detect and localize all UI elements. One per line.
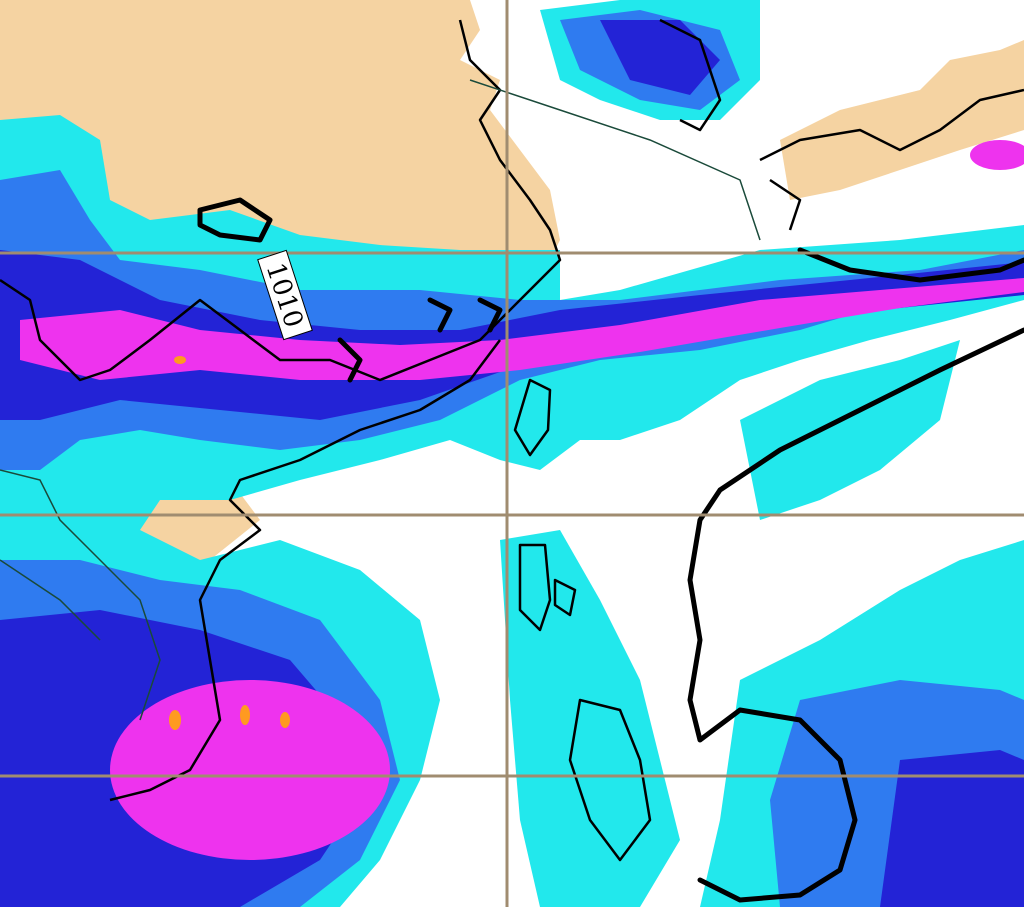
precip-heavy <box>0 250 1024 420</box>
border <box>0 79 761 721</box>
precip-very-heavy <box>110 680 390 860</box>
precip-heavy <box>600 20 720 95</box>
coastline <box>0 19 562 382</box>
label-background <box>257 249 313 341</box>
precip-extreme <box>280 712 290 728</box>
coastline <box>518 543 652 862</box>
precip-extreme <box>169 710 181 730</box>
isobar <box>687 327 1024 903</box>
land-japan <box>780 40 1024 200</box>
coastline <box>109 339 501 802</box>
precip-heavy <box>880 750 1024 907</box>
coastline <box>659 18 1024 231</box>
coastline <box>513 378 552 457</box>
precip-very-heavy <box>970 140 1024 170</box>
precip-light <box>500 530 680 907</box>
isobar <box>337 297 503 383</box>
isobar <box>197 197 273 243</box>
precip-extreme <box>240 705 250 725</box>
precip-extreme <box>174 356 186 364</box>
isobar <box>797 247 1024 283</box>
